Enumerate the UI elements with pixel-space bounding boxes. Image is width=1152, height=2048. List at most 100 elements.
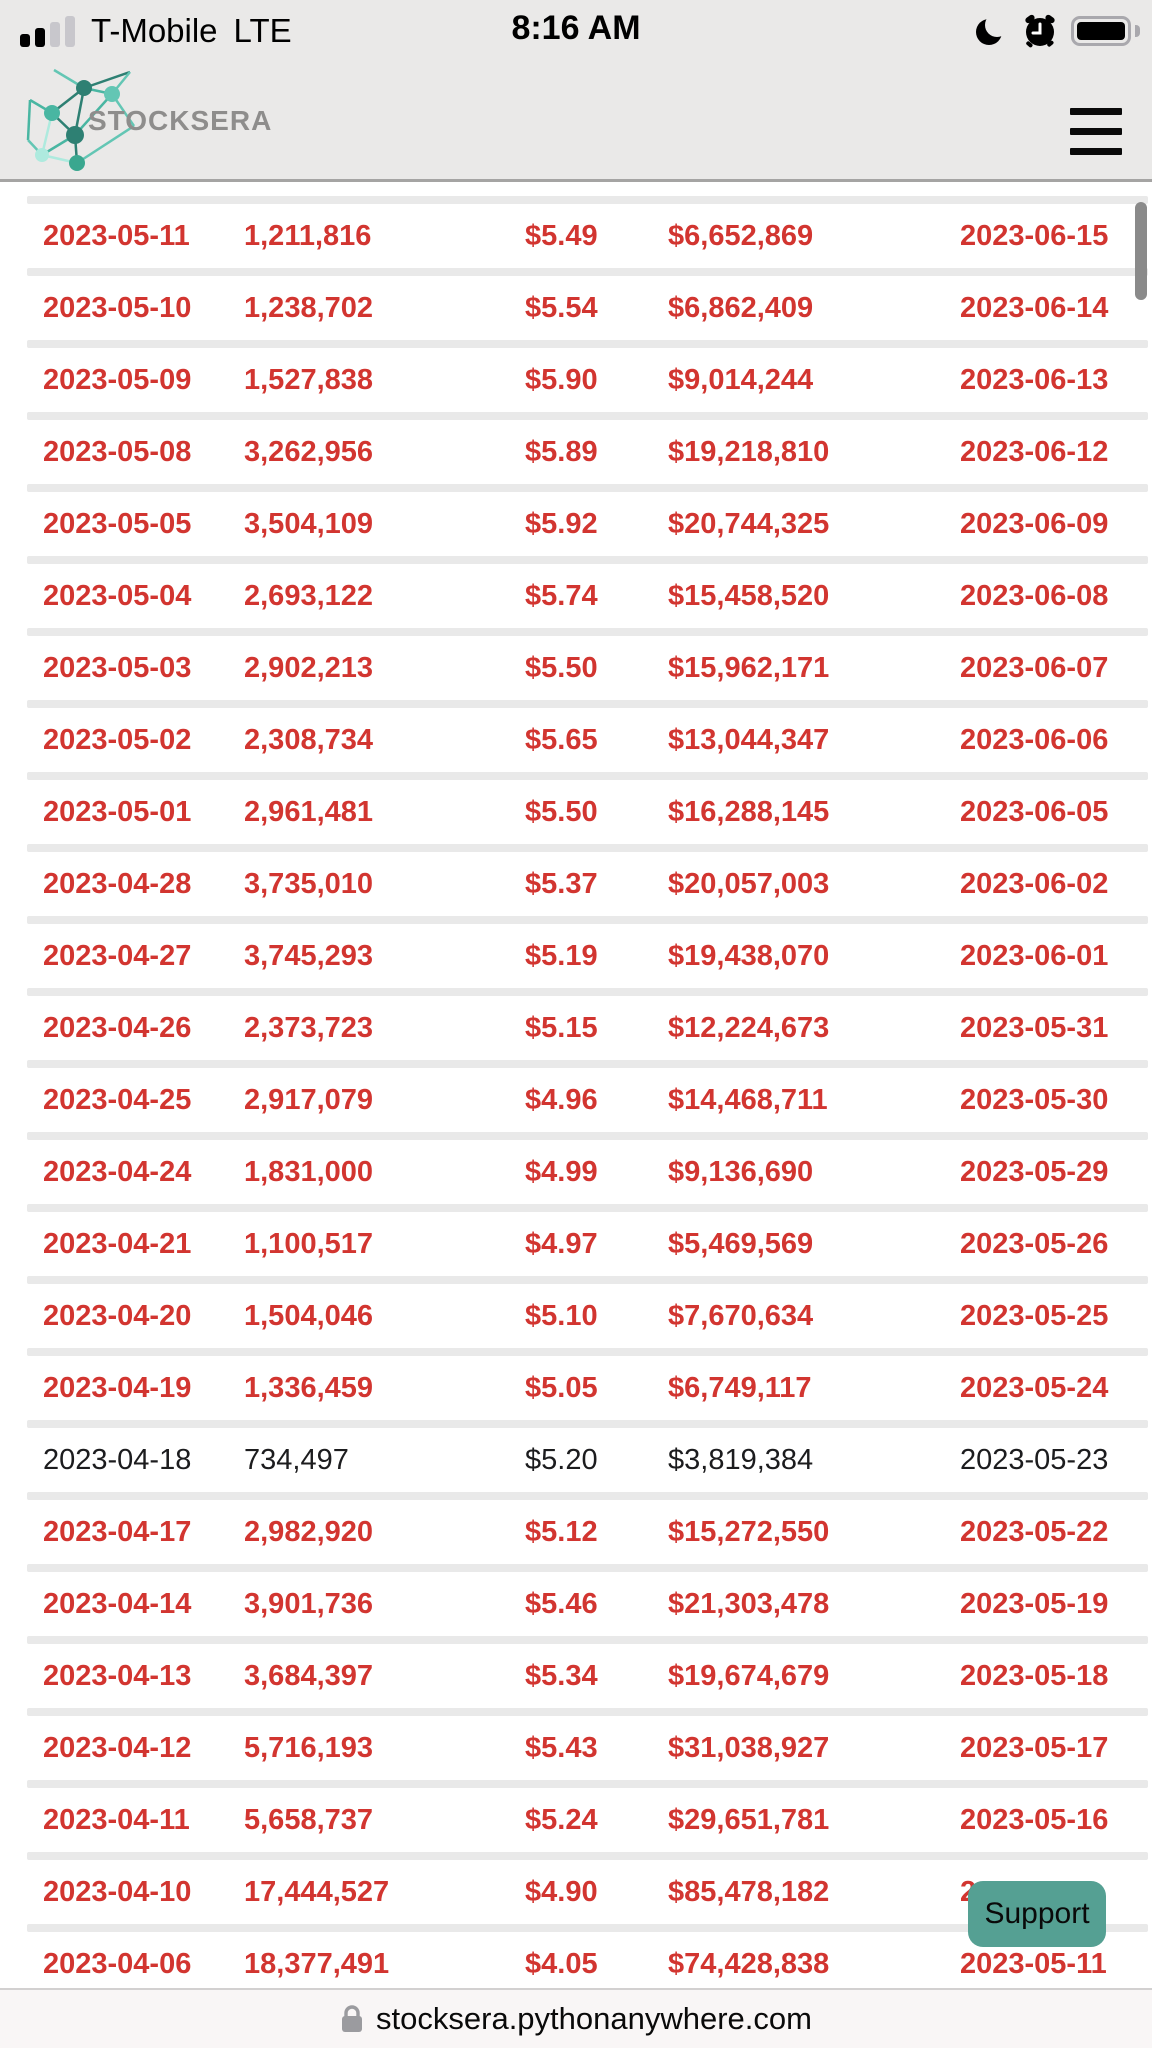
table-row-group: 2023-04-20 1,504,046 $5.10 $7,670,634 20… [0, 1276, 1152, 1348]
cell-price: $5.24 [525, 1803, 598, 1836]
data-table: 2023-05-11 1,211,816 $5.49 $6,652,869 20… [0, 183, 1152, 1988]
table-row: 2023-04-10 17,444,527 $4.90 $85,478,182 … [0, 1860, 1152, 1924]
cell-second-date: 2023-05-26 [960, 1227, 1109, 1260]
cell-volume: 3,504,109 [244, 507, 374, 540]
table-row-group: 2023-04-11 5,658,737 $5.24 $29,651,781 2… [0, 1780, 1152, 1852]
cell-price: $5.92 [525, 507, 598, 540]
cell-second-date: 2023-05-29 [960, 1155, 1109, 1188]
cell-amount: $16,288,145 [668, 795, 830, 828]
cell-date: 2023-05-11 [43, 219, 190, 252]
row-separator [27, 1780, 1148, 1788]
row-separator [27, 268, 1148, 276]
cell-amount: $6,652,869 [668, 219, 814, 252]
cell-date: 2023-04-13 [43, 1659, 192, 1692]
cell-volume: 1,527,838 [244, 363, 374, 396]
row-separator [27, 1636, 1148, 1644]
cell-price: $4.05 [525, 1947, 598, 1980]
cell-date: 2023-04-06 [43, 1947, 192, 1980]
cell-second-date: 2023-06-06 [960, 723, 1109, 756]
cell-date: 2023-04-19 [43, 1371, 192, 1404]
cell-amount: $6,862,409 [668, 291, 814, 324]
cell-volume: 1,504,046 [244, 1299, 374, 1332]
table-row-group: 2023-04-28 3,735,010 $5.37 $20,057,003 2… [0, 844, 1152, 916]
cell-amount: $14,468,711 [668, 1083, 828, 1116]
table-row: 2023-04-12 5,716,193 $5.43 $31,038,927 2… [0, 1716, 1152, 1780]
cell-date: 2023-04-18 [43, 1443, 192, 1476]
row-separator [27, 1132, 1148, 1140]
cell-price: $5.49 [525, 219, 598, 252]
cell-amount: $19,674,679 [668, 1659, 830, 1692]
cell-second-date: 2023-05-19 [960, 1587, 1109, 1620]
cell-volume: 5,658,737 [244, 1803, 374, 1836]
row-separator [27, 844, 1148, 852]
row-separator [27, 340, 1148, 348]
cell-date: 2023-04-10 [43, 1875, 192, 1908]
cell-date: 2023-04-11 [43, 1803, 190, 1836]
cell-price: $5.46 [525, 1587, 598, 1620]
row-separator [27, 916, 1148, 924]
cell-volume: 2,902,213 [244, 651, 374, 684]
battery-tip [1135, 25, 1140, 37]
cell-second-date: 2023-05-17 [960, 1731, 1109, 1764]
cell-volume: 3,684,397 [244, 1659, 374, 1692]
cell-amount: $9,014,244 [668, 363, 814, 396]
network-type-label: LTE [233, 12, 292, 49]
table-row-group: 2023-05-05 3,504,109 $5.92 $20,744,325 2… [0, 484, 1152, 556]
row-separator [27, 412, 1148, 420]
table-row: 2023-04-18 734,497 $5.20 $3,819,384 2023… [0, 1428, 1152, 1492]
table-row: 2023-05-01 2,961,481 $5.50 $16,288,145 2… [0, 780, 1152, 844]
cell-date: 2023-04-12 [43, 1731, 192, 1764]
cell-second-date: 2023-05-11 [960, 1947, 1107, 1980]
row-separator [27, 1420, 1148, 1428]
table-row-group: 2023-04-25 2,917,079 $4.96 $14,468,711 2… [0, 1060, 1152, 1132]
row-separator [27, 700, 1148, 708]
brand-wordmark: STOCKSERA [88, 105, 273, 136]
cell-date: 2023-04-24 [43, 1155, 192, 1188]
cell-volume: 3,901,736 [244, 1587, 374, 1620]
top-chrome: T-Mobile LTE 8:16 AM [0, 0, 1152, 182]
hamburger-menu-icon[interactable] [1070, 108, 1122, 155]
table-row-group: 2023-05-08 3,262,956 $5.89 $19,218,810 2… [0, 412, 1152, 484]
cell-date: 2023-04-26 [43, 1011, 192, 1044]
table-row-group: 2023-04-27 3,745,293 $5.19 $19,438,070 2… [0, 916, 1152, 988]
cell-price: $4.99 [525, 1155, 598, 1188]
cell-volume: 3,262,956 [244, 435, 374, 468]
cell-price: $5.90 [525, 363, 598, 396]
cell-amount: $85,478,182 [668, 1875, 830, 1908]
cell-volume: 2,917,079 [244, 1083, 374, 1116]
support-button[interactable]: Support [968, 1881, 1106, 1947]
cell-amount: $19,438,070 [668, 939, 830, 972]
cell-amount: $20,744,325 [668, 507, 830, 540]
table-row: 2023-04-19 1,336,459 $5.05 $6,749,117 20… [0, 1356, 1152, 1420]
cell-price: $5.34 [525, 1659, 598, 1692]
cell-volume: 18,377,491 [244, 1947, 390, 1980]
cell-volume: 1,100,517 [244, 1227, 374, 1260]
moon-icon [976, 13, 1009, 45]
cell-amount: $3,819,384 [668, 1443, 814, 1476]
cell-second-date: 2023-06-14 [960, 291, 1109, 324]
row-separator [27, 1348, 1148, 1356]
cell-volume: 1,831,000 [244, 1155, 374, 1188]
row-separator [27, 1204, 1148, 1212]
cell-second-date: 2023-06-15 [960, 219, 1109, 252]
cell-second-date: 2023-06-09 [960, 507, 1109, 540]
table-row: 2023-05-03 2,902,213 $5.50 $15,962,171 2… [0, 636, 1152, 700]
table-row: 2023-05-11 1,211,816 $5.49 $6,652,869 20… [0, 204, 1152, 268]
cell-amount: $6,749,117 [668, 1371, 812, 1404]
table-row-group: 2023-05-03 2,902,213 $5.50 $15,962,171 2… [0, 628, 1152, 700]
scrollbar-thumb[interactable] [1135, 202, 1147, 300]
cell-volume: 3,735,010 [244, 867, 374, 900]
table-row-group: 2023-04-24 1,831,000 $4.99 $9,136,690 20… [0, 1132, 1152, 1204]
cell-amount: $20,057,003 [668, 867, 830, 900]
safari-address-bar[interactable]: stocksera.pythonanywhere.com [0, 1988, 1152, 2048]
cell-price: $4.96 [525, 1083, 598, 1116]
cell-volume: 1,336,459 [244, 1371, 374, 1404]
cell-second-date: 2023-05-23 [960, 1443, 1109, 1476]
cell-volume: 2,982,920 [244, 1515, 374, 1548]
cell-amount: $12,224,673 [668, 1011, 830, 1044]
stocksera-logo-icon[interactable] [24, 62, 140, 178]
cell-price: $5.12 [525, 1515, 598, 1548]
cell-amount: $7,670,634 [668, 1299, 814, 1332]
table-row-group: 2023-04-19 1,336,459 $5.05 $6,749,117 20… [0, 1348, 1152, 1420]
row-separator [27, 772, 1148, 780]
